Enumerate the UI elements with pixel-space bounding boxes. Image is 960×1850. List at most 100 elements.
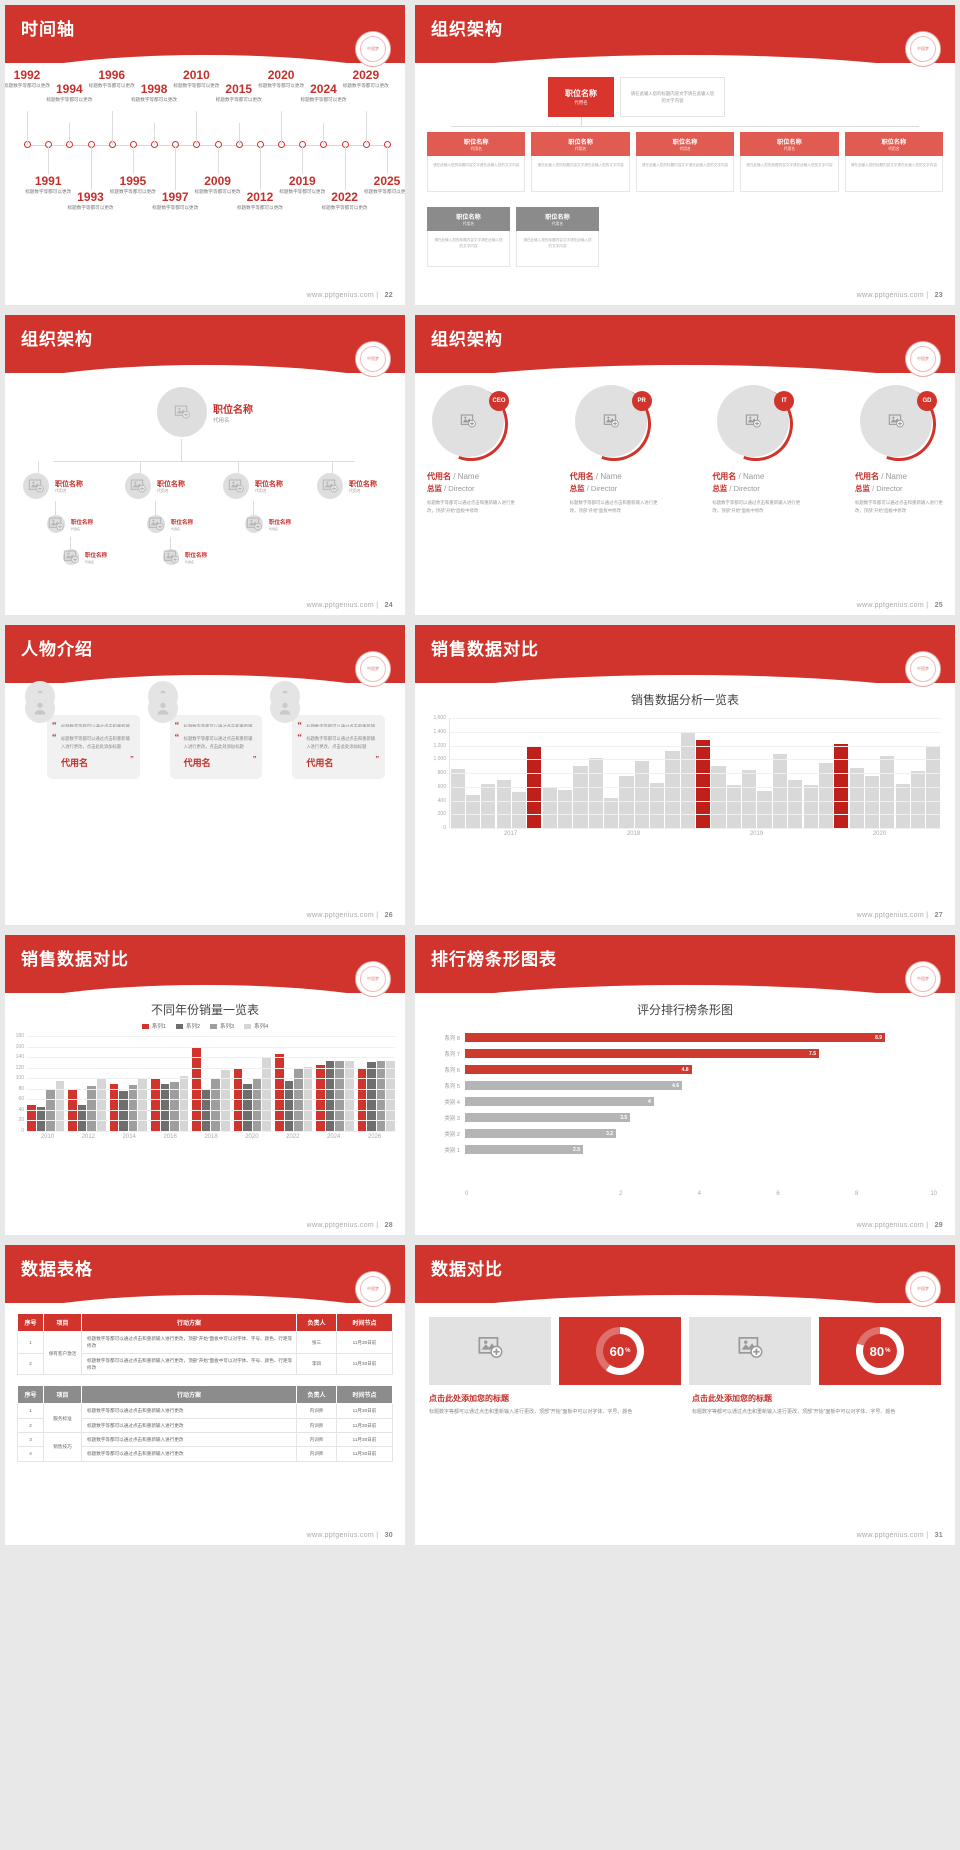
- slide-org-icons[interactable]: 组织架构 中国梦 职位名称 代用名 职位名称 代用名 职位名称 代用名 职位名称 代用名 职位名…: [0, 310, 410, 620]
- timeline-item-above[interactable]: 1996 标题数字等都可以更改: [85, 69, 139, 90]
- org-node[interactable]: 职位名称 代用名: [63, 549, 107, 565]
- bar[interactable]: [109, 1083, 119, 1131]
- timeline-item-below[interactable]: 2012 标题数字等都可以更改: [233, 191, 287, 212]
- org-node[interactable]: 职位名称 代用名: [23, 473, 83, 499]
- bar[interactable]: [834, 744, 849, 828]
- timeline-item-above[interactable]: 1992 标题数字等都可以更改: [5, 69, 54, 90]
- ranking-row[interactable]: 类别 4 4: [429, 1095, 937, 1108]
- timeline-item-above[interactable]: 1994 标题数字等都可以更改: [42, 83, 96, 104]
- bar[interactable]: [650, 782, 665, 828]
- bar[interactable]: [788, 779, 803, 828]
- bar[interactable]: [221, 1070, 230, 1131]
- bar[interactable]: [481, 784, 496, 828]
- bar[interactable]: [27, 1104, 36, 1131]
- bar[interactable]: [252, 1078, 262, 1131]
- bar[interactable]: [160, 1083, 170, 1131]
- timeline-item-below[interactable]: 2022 标题数字等都可以更改: [318, 191, 372, 212]
- timeline-item-below[interactable]: 1995 标题数字等都可以更改: [106, 175, 160, 196]
- bar[interactable]: [634, 760, 649, 828]
- ranking-row[interactable]: 系列 7 7.5: [429, 1047, 937, 1060]
- bar[interactable]: [97, 1079, 106, 1131]
- bar[interactable]: [211, 1079, 221, 1131]
- ranking-row[interactable]: 类别 2 3.2: [429, 1127, 937, 1140]
- legend-item[interactable]: 系列2: [175, 1022, 200, 1030]
- bar[interactable]: [558, 789, 573, 828]
- org-node[interactable]: 职位名称 代用名: [125, 473, 185, 499]
- bar[interactable]: [345, 1061, 354, 1131]
- org-node-card[interactable]: 职位名称 代用名 请在此输入您的标题内容文字请在此输入您的文字内容: [516, 207, 599, 267]
- org-root-node[interactable]: 职位名称 代用名: [548, 77, 614, 117]
- legend-item[interactable]: 系列1: [141, 1022, 166, 1030]
- bar[interactable]: [895, 784, 910, 828]
- slide-ranking[interactable]: 排行榜条形图表 中国梦 评分排行榜条形图 系列 8 8.9 系列 7 7.5 系列 6 4…: [410, 930, 960, 1240]
- bar[interactable]: [496, 779, 511, 828]
- bar[interactable]: [243, 1083, 252, 1131]
- org-node[interactable]: 职位名称 代用名: [245, 515, 291, 533]
- timeline-item-above[interactable]: 2024 标题数字等都可以更改: [296, 83, 350, 104]
- bar[interactable]: [450, 768, 465, 828]
- bar[interactable]: [588, 757, 603, 828]
- bar[interactable]: [864, 775, 880, 828]
- ranking-row[interactable]: 系列 8 8.9: [429, 1031, 937, 1044]
- person-card[interactable]: GD 代用名 / Name 总监 / Director 标题数字等都可以通过点击和重新…: [849, 374, 949, 514]
- bar[interactable]: [367, 1062, 376, 1131]
- org-node-card[interactable]: 职位名称 代用名 请在此输入您的标题内容文字请在此输入您的文字内容: [844, 132, 944, 192]
- table-row[interactable]: 4 标题数字等都可以通过点击和重新输入进行更改 内训师 11月30日前: [17, 1446, 393, 1462]
- table-row[interactable]: 3 销售技巧 标题数字等都可以通过点击和重新输入进行更改 内训师 11月30日前: [17, 1432, 393, 1462]
- slide-org-boxes[interactable]: 组织架构 中国梦 职位名称 代用名 请在此输入您的标题内容文字请在此输入您的文字…: [410, 0, 960, 310]
- bar[interactable]: [325, 1061, 335, 1131]
- legend-item[interactable]: 系列3: [210, 1022, 234, 1030]
- slide-people[interactable]: 人物介绍 中国梦 “”标题数字等都可以通过点击和重新输入进行更改，点击此处添加标…: [0, 620, 410, 930]
- person-card[interactable]: PR 代用名 / Name 总监 / Director 标题数字等都可以通过点击和重新…: [564, 374, 663, 514]
- timeline-item-above[interactable]: 2015 标题数字等都可以更改: [212, 83, 266, 104]
- person-card[interactable]: CEO 代用名 / Name 总监 / Director 标题数字等都可以通过点击和重…: [421, 374, 521, 514]
- slide-sales-grouped[interactable]: 销售数据对比 中国梦 不同年份销量一览表 系列1 系列2 系列3 系列4 0 20 40 6…: [0, 930, 410, 1240]
- timeline-item-below[interactable]: 2019 标题数字等都可以更改: [275, 175, 329, 196]
- ranking-row[interactable]: 类别 3 3.5: [429, 1111, 937, 1124]
- bar[interactable]: [128, 1084, 138, 1131]
- slide-timeline[interactable]: 时间轴 中国梦 1992 标题数字等都可以更改 1994 标题数字等都可以更改 1996…: [0, 0, 410, 310]
- org-node-card[interactable]: 职位名称 代用名 请在此输入您的标题内容文字请在此输入您的文字内容: [427, 132, 526, 192]
- slide-org-circles[interactable]: 组织架构 中国梦 CEO 代用名 / Name 总监 / Director 标题数字等…: [410, 310, 960, 620]
- timeline-item-below[interactable]: 2009 标题数字等都可以更改: [191, 175, 245, 196]
- bar[interactable]: [262, 1057, 271, 1131]
- bar[interactable]: [179, 1075, 189, 1131]
- org-node-card[interactable]: 职位名称 代用名 请在此输入您的标题内容文字请在此输入您的文字内容: [635, 132, 735, 192]
- bar[interactable]: [316, 1065, 325, 1131]
- timeline-item-below[interactable]: 1991 标题数字等都可以更改: [21, 175, 75, 196]
- bar[interactable]: [77, 1104, 87, 1131]
- bar[interactable]: [542, 786, 557, 828]
- bar[interactable]: [772, 753, 787, 828]
- bar[interactable]: [465, 795, 481, 828]
- org-node[interactable]: 职位名称 代用名: [47, 515, 93, 533]
- bar[interactable]: [573, 766, 588, 828]
- org-root-node[interactable]: 职位名称 代用名: [157, 387, 253, 437]
- bar[interactable]: [726, 785, 741, 828]
- timeline-item-above[interactable]: 1998 标题数字等都可以更改: [127, 83, 181, 104]
- bar[interactable]: [303, 1066, 313, 1131]
- bar[interactable]: [274, 1054, 284, 1131]
- org-node[interactable]: 职位名称 代用名: [147, 515, 193, 533]
- table-row[interactable]: 1 保有客户激活 标题数字等都可以通过点击和重新输入进行更改，顶部“开始”面板中可以…: [17, 1330, 393, 1376]
- bar[interactable]: [170, 1082, 179, 1131]
- bar[interactable]: [511, 792, 527, 828]
- bar[interactable]: [335, 1061, 345, 1131]
- bar[interactable]: [284, 1080, 294, 1131]
- bar[interactable]: [818, 762, 833, 828]
- bar[interactable]: [386, 1060, 395, 1131]
- table-row[interactable]: 1 服务标准 标题数字等都可以通过点击和重新输入进行更改 内训师 11月30日前: [17, 1403, 393, 1434]
- ranking-row[interactable]: 系列 5 4.6: [429, 1079, 937, 1092]
- timeline-item-above[interactable]: 2010 标题数字等都可以更改: [169, 69, 223, 90]
- org-node[interactable]: 职位名称 代用名: [223, 473, 283, 499]
- bar[interactable]: [619, 775, 634, 828]
- org-node[interactable]: 职位名称 代用名: [163, 549, 207, 565]
- table-row[interactable]: 2 标题数字等都可以通过点击和重新输入进行更改，顶部“开始”面板中可以对字体、字号…: [17, 1352, 393, 1376]
- person-card[interactable]: IT 代用名 / Name 总监 / Director 标题数字等都可以通过点击和重新…: [707, 374, 806, 514]
- bar[interactable]: [880, 755, 895, 828]
- timeline-item-below[interactable]: 2025 标题数字等都可以更改: [360, 175, 405, 196]
- bar[interactable]: [680, 731, 695, 828]
- donut-card[interactable]: 60%: [559, 1317, 681, 1385]
- bar[interactable]: [742, 770, 757, 828]
- bar[interactable]: [138, 1077, 147, 1131]
- bar[interactable]: [87, 1085, 97, 1131]
